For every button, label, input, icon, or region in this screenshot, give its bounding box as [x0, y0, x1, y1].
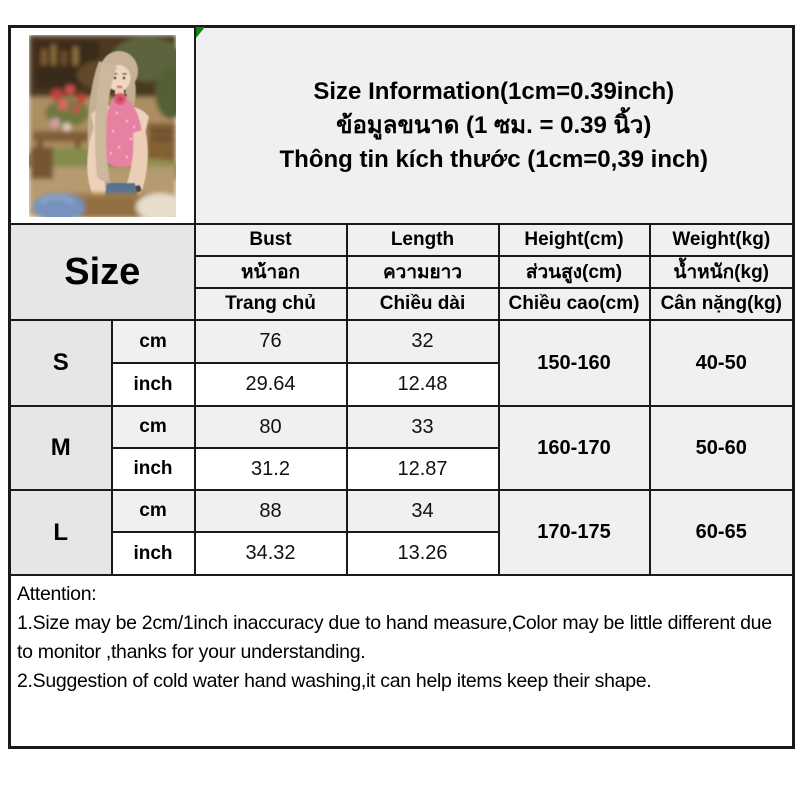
product-photo-cell	[8, 25, 196, 225]
value-l-height: 170-175	[497, 489, 651, 576]
col-header-length-en: Length	[345, 223, 500, 257]
attention-heading: Attention:	[17, 583, 97, 605]
size-header: Size	[8, 223, 196, 321]
value-m-weight: 50-60	[648, 405, 795, 491]
col-header-weight-th: น้ำหนัก(kg)	[648, 255, 795, 289]
value-l-bust-cm: 88	[193, 489, 348, 533]
value-s-bust-inch: 29.64	[193, 362, 348, 407]
unit-label-cm: cm	[110, 319, 196, 364]
value-s-length-inch: 12.48	[345, 362, 500, 407]
value-l-length-inch: 13.26	[345, 531, 500, 576]
col-header-length-vi: Chiều dài	[345, 287, 500, 321]
size-row-l-label: L	[8, 489, 113, 576]
photo-foreground	[28, 35, 176, 217]
unit-label-inch: inch	[110, 531, 196, 576]
col-header-bust-en: Bust	[193, 223, 348, 257]
size-table: Size Information(1cm=0.39inch) ข้อมูลขนา…	[8, 25, 796, 749]
value-m-bust-cm: 80	[193, 405, 348, 449]
col-header-bust-vi: Trang chủ	[193, 287, 348, 321]
size-row-m-label: M	[8, 405, 113, 491]
col-header-height-th: ส่วนสูง(cm)	[497, 255, 651, 289]
attention-line-1: 1.Size may be 2cm/1inch inaccuracy due t…	[17, 612, 772, 663]
title-vietnamese: Thông tin kích thước (1cm=0,39 inch)	[279, 145, 709, 173]
unit-label-cm: cm	[110, 405, 196, 449]
value-l-weight: 60-65	[648, 489, 795, 576]
green-corner-marker-icon	[196, 27, 205, 38]
size-info-title-block: Size Information(1cm=0.39inch) ข้อมูลขนา…	[193, 25, 795, 225]
model-photo	[28, 35, 176, 217]
unit-label-inch: inch	[110, 362, 196, 407]
value-s-weight: 40-50	[648, 319, 795, 407]
col-header-height-en: Height(cm)	[497, 223, 651, 257]
value-m-height: 160-170	[497, 405, 651, 491]
value-m-length-cm: 33	[345, 405, 500, 449]
title-thai: ข้อมูลขนาด (1 ซม. = 0.39 นิ้ว)	[336, 111, 652, 139]
col-header-weight-en: Weight(kg)	[648, 223, 795, 257]
col-header-weight-vi: Cân nặng(kg)	[648, 287, 795, 321]
value-m-bust-inch: 31.2	[193, 447, 348, 491]
attention-line-2: 2.Suggestion of cold water hand washing,…	[17, 670, 652, 692]
size-row-s-label: S	[8, 319, 113, 407]
value-s-height: 150-160	[497, 319, 651, 407]
col-header-height-vi: Chiều cao(cm)	[497, 287, 651, 321]
value-m-length-inch: 12.87	[345, 447, 500, 491]
value-s-length-cm: 32	[345, 319, 500, 364]
col-header-bust-th: หน้าอก	[193, 255, 348, 289]
value-l-length-cm: 34	[345, 489, 500, 533]
col-header-length-th: ความยาว	[345, 255, 500, 289]
title-english: Size Information(1cm=0.39inch)	[313, 77, 675, 105]
value-s-bust-cm: 76	[193, 319, 348, 364]
unit-label-inch: inch	[110, 447, 196, 491]
value-l-bust-inch: 34.32	[193, 531, 348, 576]
attention-note: Attention: 1.Size may be 2cm/1inch inacc…	[8, 574, 795, 748]
unit-label-cm: cm	[110, 489, 196, 533]
